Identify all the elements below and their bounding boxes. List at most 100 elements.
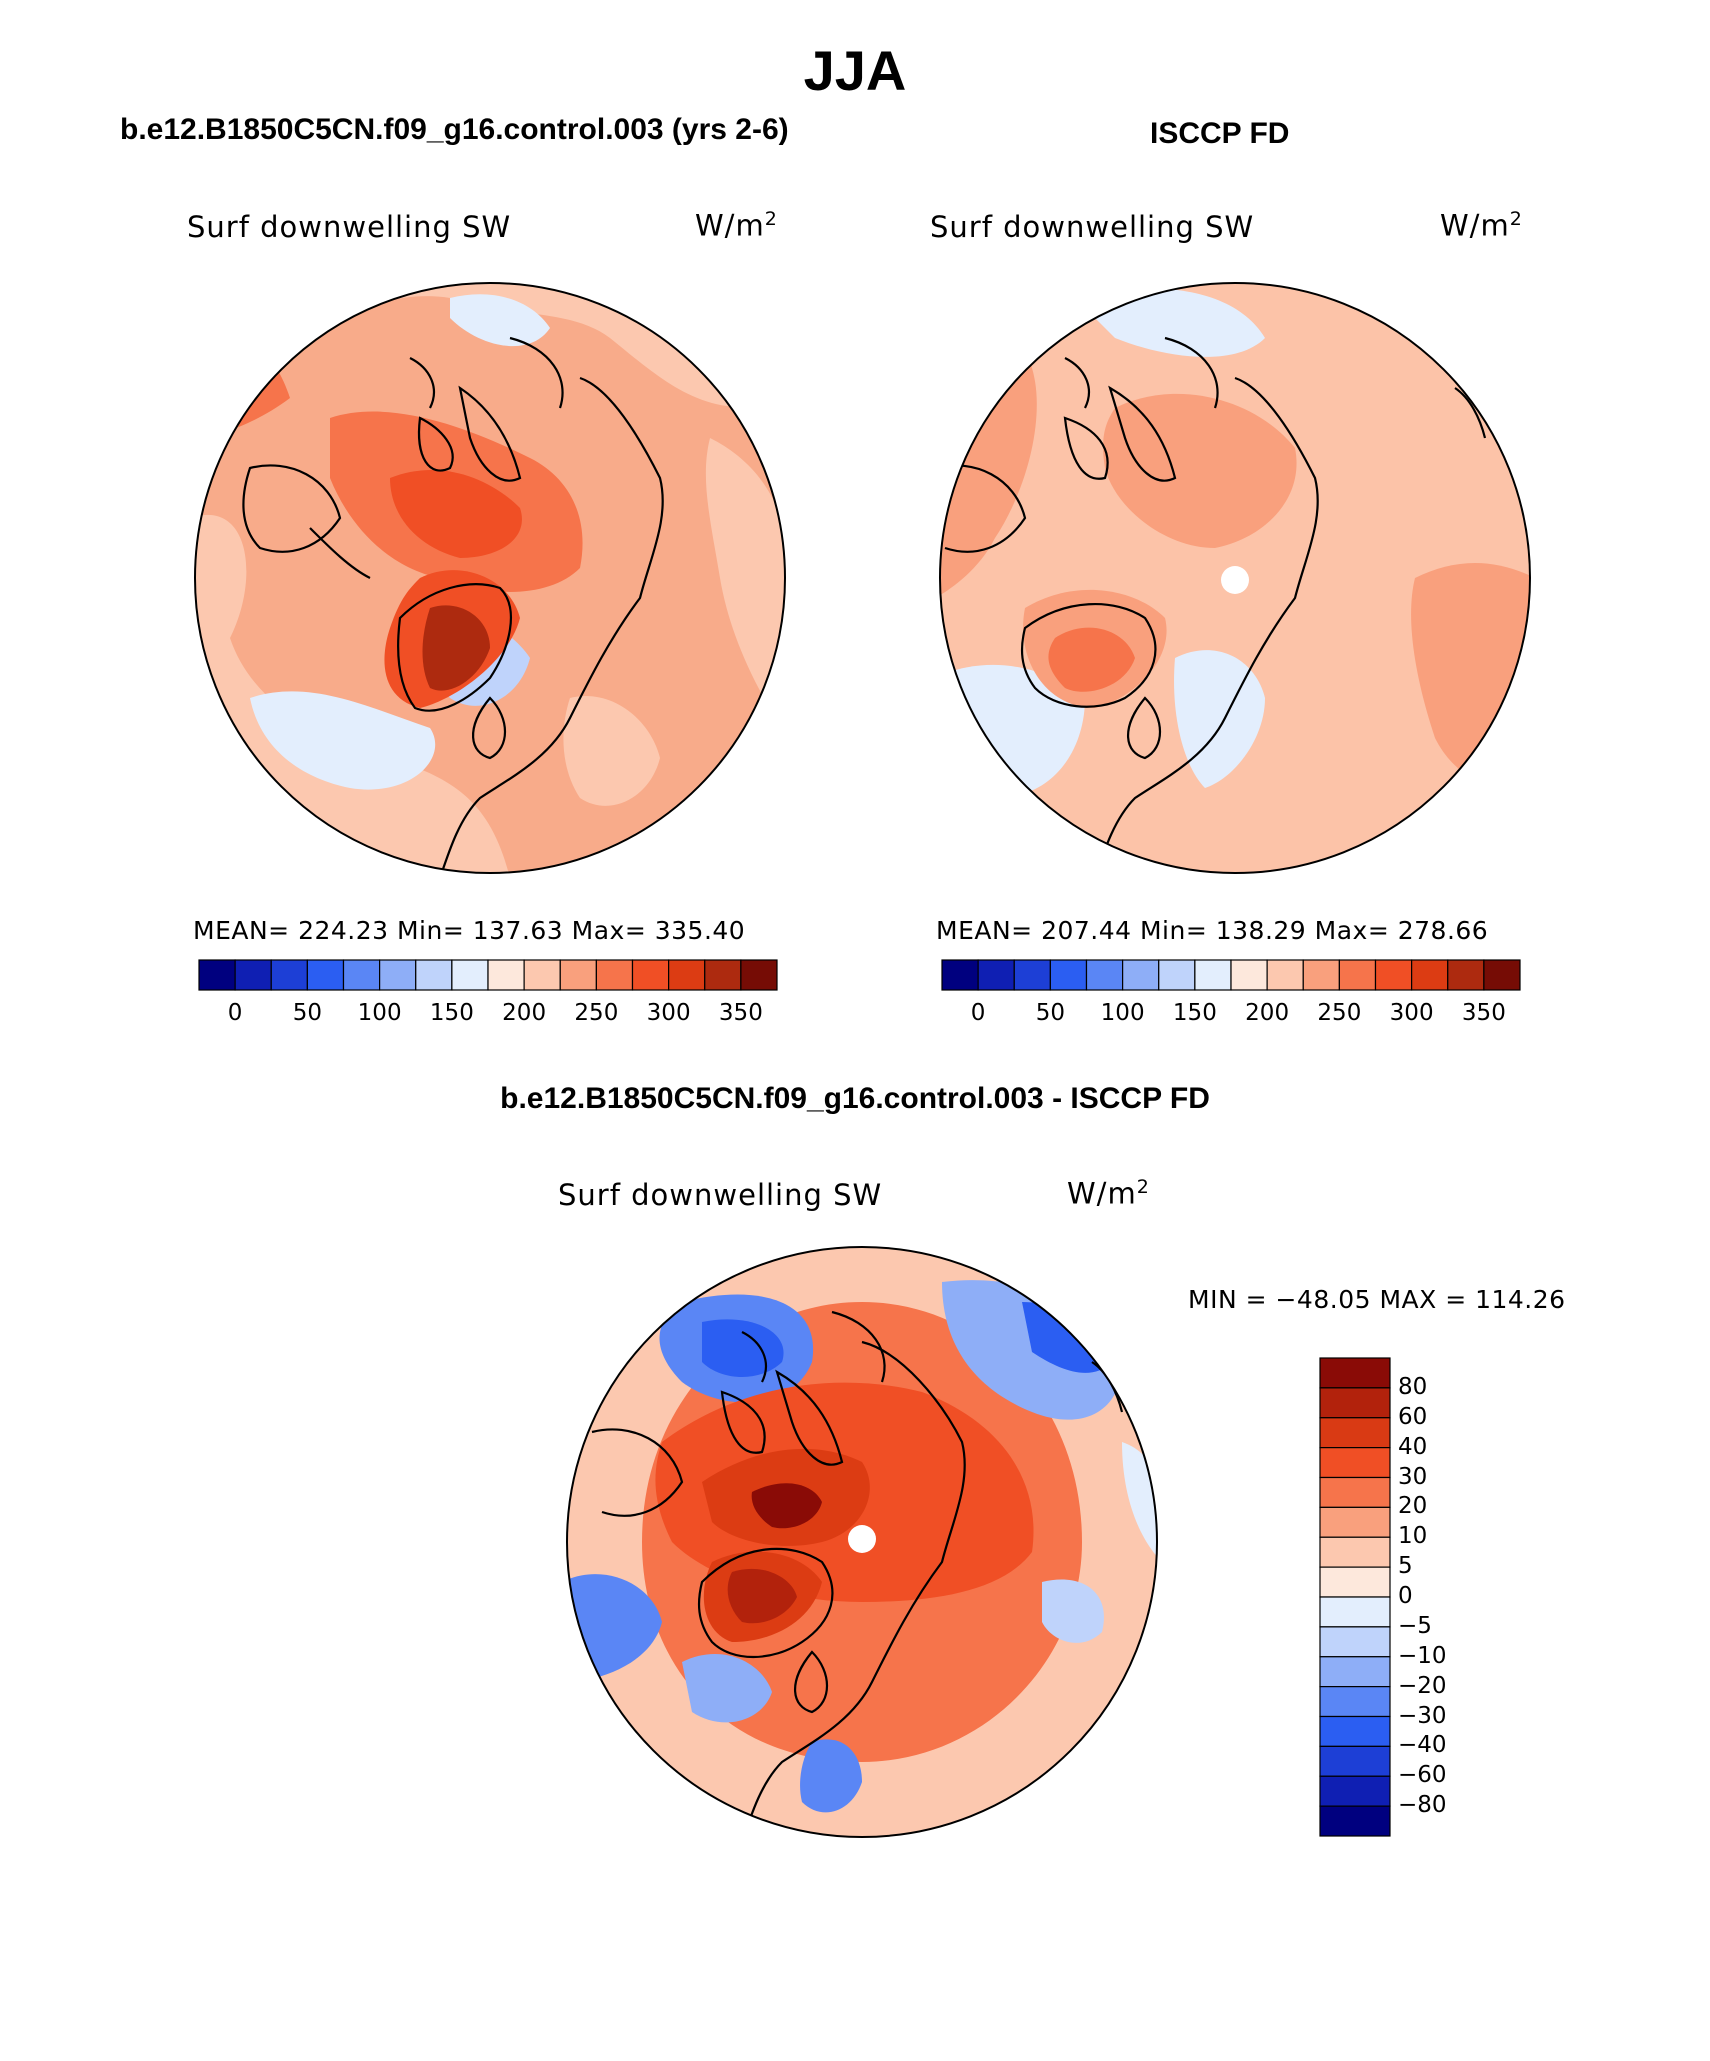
colorbar-box [1266, 959, 1304, 991]
colorbar-box [451, 959, 489, 991]
colorbar-tick-label: 250 [574, 1000, 619, 1026]
colorbar-box [1338, 959, 1377, 991]
diff-units-label: W/m2 [1067, 1176, 1150, 1211]
diff-panel-title: b.e12.B1850C5CN.f09_g16.control.003 - IS… [500, 1082, 1210, 1115]
diff-colorbar-box [1319, 1656, 1391, 1688]
diff-polar-map [566, 1246, 1158, 1838]
diff-colorbar-box [1319, 1506, 1391, 1538]
diff-colorbar-label: −30 [1398, 1702, 1447, 1729]
colorbar-box [1230, 959, 1268, 991]
obs-colorbar [941, 959, 1521, 991]
figure-title: JJA [803, 39, 907, 102]
diff-colorbar-box [1319, 1476, 1391, 1508]
diff-colorbar-label: 20 [1398, 1493, 1428, 1520]
diff-stats: MIN = −48.05 MAX = 114.26 [1188, 1285, 1566, 1314]
diff-colorbar-box [1319, 1626, 1391, 1658]
colorbar-tick-label: 300 [646, 1000, 691, 1026]
diff-colorbar-label: −80 [1398, 1792, 1447, 1819]
colorbar-box [1049, 959, 1088, 991]
obs-colorbar-ticks: 0 50 100 150 200 250 300 350 [942, 1000, 1520, 1030]
colorbar-box [379, 959, 417, 991]
colorbar-box [1085, 959, 1124, 991]
diff-colorbar-box [1319, 1686, 1391, 1718]
diff-colorbar-label: −10 [1398, 1642, 1447, 1669]
diff-colorbar-labels: 80 60 40 30 20 10 5 0 −5 −10 −20 −30 −40 −60 −80 [1398, 1358, 1498, 1836]
colorbar-tick-label: 150 [429, 1000, 474, 1026]
diff-colorbar-box [1319, 1447, 1391, 1479]
colorbar-box [1194, 959, 1232, 991]
model-variable-label: Surf downwelling SW [187, 210, 512, 244]
colorbar-box [1483, 959, 1521, 991]
diff-colorbar [1319, 1357, 1391, 1837]
diff-colorbar-label: 60 [1398, 1403, 1428, 1430]
colorbar-box [523, 959, 561, 991]
diff-colorbar-label: 5 [1398, 1553, 1413, 1580]
model-colorbar [198, 959, 778, 991]
diff-colorbar-box [1319, 1745, 1391, 1777]
colorbar-tick-label: 200 [1245, 1000, 1290, 1026]
colorbar-tick-label: 150 [1172, 1000, 1217, 1026]
colorbar-tick-label: 200 [502, 1000, 547, 1026]
obs-variable-label: Surf downwelling SW [930, 210, 1255, 244]
obs-stats: MEAN= 207.44 Min= 138.29 Max= 278.66 [936, 916, 1489, 945]
diff-colorbar-label: −20 [1398, 1672, 1447, 1699]
colorbar-box [559, 959, 597, 991]
diff-colorbar-box [1319, 1566, 1391, 1598]
diff-colorbar-label: −40 [1398, 1732, 1447, 1759]
right-panel-title: ISCCP FD [1150, 117, 1290, 150]
colorbar-box [270, 959, 308, 991]
model-units-label: W/m2 [695, 208, 778, 243]
diff-colorbar-box [1319, 1596, 1391, 1628]
colorbar-box [740, 959, 778, 991]
colorbar-tick-label: 250 [1317, 1000, 1362, 1026]
colorbar-box [1158, 959, 1196, 991]
diff-colorbar-label: 30 [1398, 1463, 1428, 1490]
colorbar-box [1411, 959, 1449, 991]
colorbar-box [595, 959, 634, 991]
colorbar-tick-label: 0 [970, 1000, 986, 1026]
model-colorbar-ticks: 0 50 100 150 200 250 300 350 [199, 1000, 777, 1030]
colorbar-box [668, 959, 706, 991]
model-stats: MEAN= 224.23 Min= 137.63 Max= 335.40 [193, 916, 746, 945]
colorbar-tick-label: 0 [227, 1000, 243, 1026]
colorbar-box [631, 959, 670, 991]
colorbar-box [306, 959, 345, 991]
diff-variable-label: Surf downwelling SW [558, 1178, 883, 1212]
colorbar-box [198, 959, 236, 991]
diff-colorbar-box [1319, 1417, 1391, 1449]
colorbar-box [1374, 959, 1413, 991]
diff-colorbar-box [1319, 1715, 1391, 1747]
colorbar-box [977, 959, 1015, 991]
colorbar-tick-label: 50 [292, 1000, 323, 1026]
colorbar-tick-label: 100 [357, 1000, 402, 1026]
diff-colorbar-box [1319, 1387, 1391, 1419]
colorbar-box [415, 959, 453, 991]
diff-colorbar-label: 10 [1398, 1523, 1428, 1550]
diff-colorbar-box [1319, 1536, 1391, 1568]
obs-units-label: W/m2 [1440, 208, 1523, 243]
left-panel-title: b.e12.B1850C5CN.f09_g16.control.003 (yrs… [120, 113, 789, 146]
colorbar-box [342, 959, 381, 991]
colorbar-tick-label: 300 [1389, 1000, 1434, 1026]
colorbar-tick-label: 50 [1035, 1000, 1066, 1026]
diff-colorbar-label: −60 [1398, 1762, 1447, 1789]
colorbar-box [234, 959, 272, 991]
colorbar-tick-label: 350 [1461, 1000, 1506, 1026]
diff-colorbar-label: 80 [1398, 1373, 1428, 1400]
diff-colorbar-box [1319, 1805, 1391, 1837]
diff-colorbar-label: 0 [1398, 1583, 1413, 1609]
diff-colorbar-box [1319, 1357, 1391, 1389]
colorbar-tick-label: 100 [1100, 1000, 1145, 1026]
diff-colorbar-label: 40 [1398, 1433, 1428, 1460]
colorbar-box [1122, 959, 1160, 991]
diff-colorbar-box [1319, 1775, 1391, 1807]
colorbar-box [1447, 959, 1485, 991]
diff-colorbar-label: −5 [1398, 1612, 1432, 1639]
colorbar-box [1013, 959, 1051, 991]
colorbar-tick-label: 350 [718, 1000, 763, 1026]
colorbar-box [941, 959, 979, 991]
colorbar-box [1302, 959, 1340, 991]
colorbar-box [704, 959, 742, 991]
obs-polar-map [939, 282, 1531, 874]
colorbar-box [487, 959, 525, 991]
